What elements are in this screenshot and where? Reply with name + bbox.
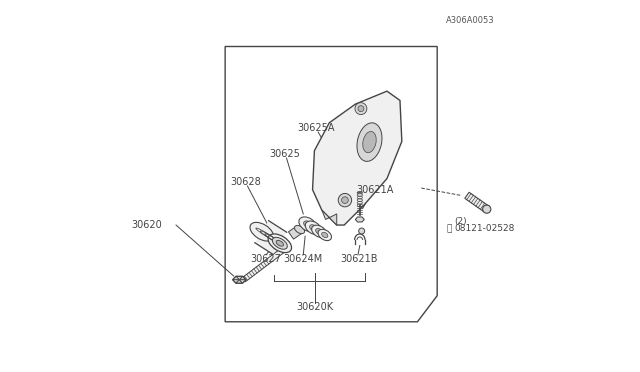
Ellipse shape	[322, 232, 328, 238]
Polygon shape	[355, 217, 364, 222]
Polygon shape	[232, 280, 239, 283]
Ellipse shape	[310, 225, 317, 231]
Text: 30628: 30628	[230, 177, 261, 187]
Polygon shape	[239, 276, 246, 280]
Polygon shape	[236, 276, 243, 280]
Ellipse shape	[303, 221, 312, 228]
Text: 30620K: 30620K	[296, 302, 333, 312]
Polygon shape	[322, 210, 337, 225]
Text: (2): (2)	[454, 217, 467, 226]
Text: 30621B: 30621B	[340, 254, 378, 263]
Text: 30624M: 30624M	[284, 254, 323, 263]
Ellipse shape	[250, 222, 273, 241]
Ellipse shape	[363, 131, 376, 153]
Ellipse shape	[318, 229, 332, 241]
Ellipse shape	[305, 221, 321, 235]
Ellipse shape	[312, 225, 326, 238]
Circle shape	[355, 103, 367, 115]
Polygon shape	[255, 221, 287, 254]
Polygon shape	[239, 280, 246, 283]
Polygon shape	[312, 91, 402, 225]
Circle shape	[358, 106, 364, 112]
Text: 30627: 30627	[251, 254, 282, 263]
Polygon shape	[236, 280, 243, 283]
Ellipse shape	[357, 123, 382, 161]
Text: 30621A: 30621A	[356, 185, 394, 195]
Polygon shape	[232, 276, 239, 280]
Text: 30625A: 30625A	[298, 124, 335, 133]
Ellipse shape	[316, 228, 323, 234]
Ellipse shape	[276, 240, 284, 246]
Circle shape	[338, 193, 351, 207]
Text: A306A0053: A306A0053	[446, 16, 495, 25]
Text: 30625: 30625	[269, 150, 300, 159]
Circle shape	[358, 228, 365, 234]
Circle shape	[342, 197, 348, 203]
Ellipse shape	[299, 217, 317, 232]
Ellipse shape	[268, 234, 292, 253]
Text: 08121-02528: 08121-02528	[454, 224, 515, 233]
Text: 30620: 30620	[131, 220, 162, 230]
Ellipse shape	[294, 225, 305, 234]
Polygon shape	[289, 226, 302, 239]
Text: Ⓑ: Ⓑ	[446, 224, 452, 233]
Ellipse shape	[357, 192, 362, 194]
Ellipse shape	[483, 205, 491, 213]
Polygon shape	[242, 245, 288, 282]
Ellipse shape	[272, 237, 287, 249]
Polygon shape	[465, 192, 489, 212]
